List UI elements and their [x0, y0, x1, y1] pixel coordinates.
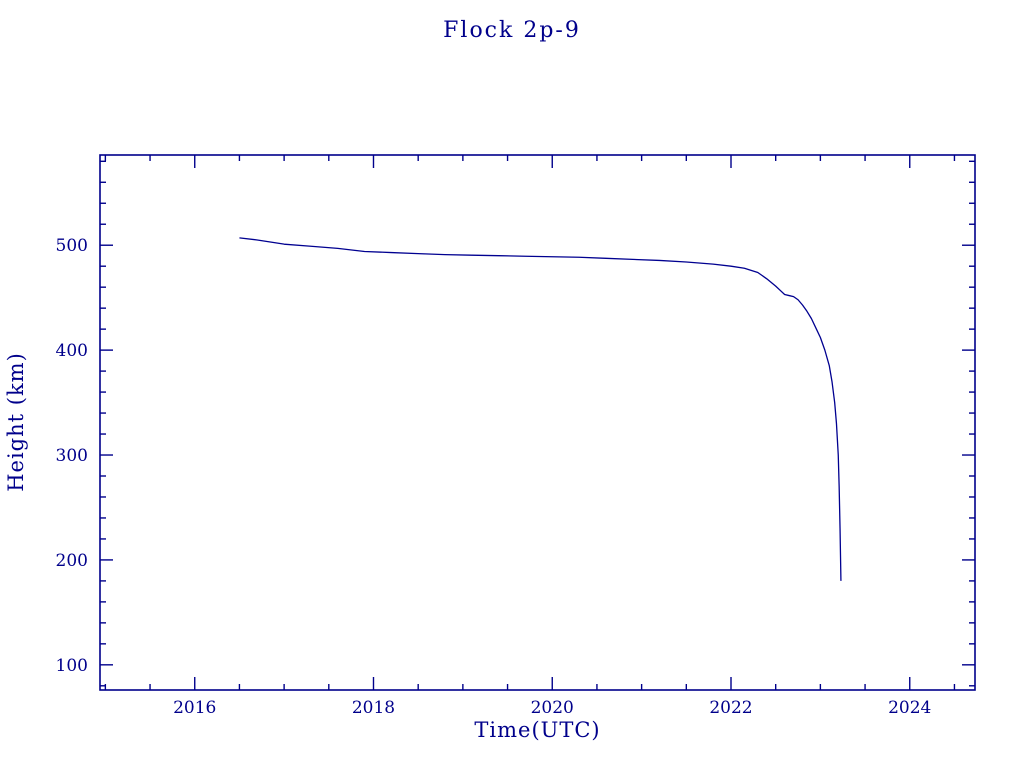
x-tick-label: 2018	[352, 698, 395, 718]
x-tick-label: 2016	[173, 698, 216, 718]
x-tick-label: 2020	[531, 698, 574, 718]
y-tick-label: 200	[56, 551, 88, 571]
chart-title: Flock 2p-9	[443, 18, 581, 43]
x-tick-label: 2024	[888, 698, 931, 718]
y-tick-label: 500	[56, 236, 88, 256]
x-axis-label: Time(UTC)	[474, 718, 601, 742]
decay-curve	[239, 237, 842, 581]
y-tick-label: 300	[56, 446, 88, 466]
x-tick-label: 2022	[709, 698, 752, 718]
y-tick-label: 100	[56, 656, 88, 676]
y-tick-label: 400	[56, 341, 88, 361]
axis-frame	[99, 154, 976, 691]
